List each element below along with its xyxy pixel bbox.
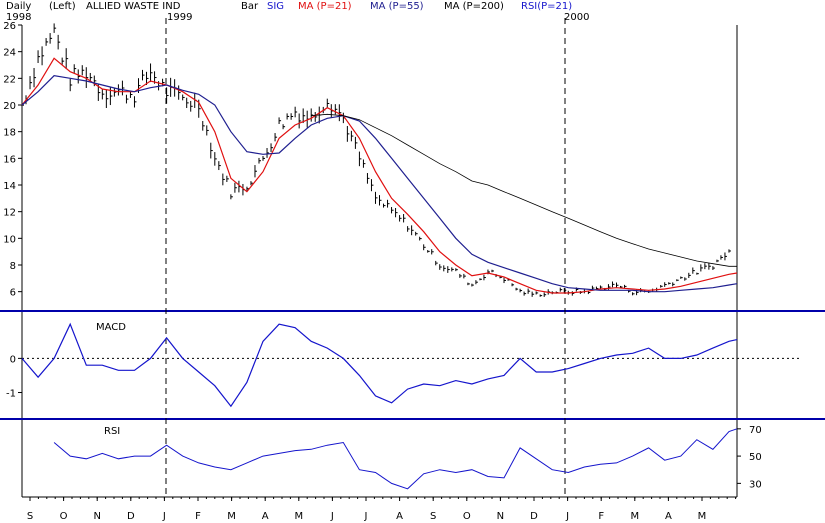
price-tick-label-26: 26 — [3, 21, 16, 32]
month-label: N — [497, 511, 504, 522]
month-label: J — [162, 511, 166, 522]
ma55-line — [21, 75, 738, 293]
price-tick-label-24: 24 — [3, 48, 16, 59]
month-label: M — [630, 511, 639, 522]
month-label: D — [530, 511, 538, 522]
month-label: A — [262, 511, 269, 522]
year-label-2000: 2000 — [564, 12, 590, 23]
header-rsi: RSI(P=21) — [521, 1, 573, 12]
month-label: A — [396, 511, 403, 522]
rsi-line — [53, 428, 738, 490]
price-tick-label-16: 16 — [3, 154, 16, 165]
price-tick-label-8: 8 — [10, 261, 16, 272]
month-label: A — [665, 511, 672, 522]
month-label: F — [195, 511, 201, 522]
header-period: Daily — [6, 1, 32, 12]
ma21-line — [21, 57, 738, 294]
macd-tick-label-0: 0 — [10, 354, 16, 365]
header-ma200: MA (P=200) — [444, 1, 504, 12]
price-tick-label-14: 14 — [3, 181, 16, 192]
month-label: J — [565, 511, 569, 522]
price-tick-label-18: 18 — [3, 128, 16, 139]
header-style: Bar — [241, 1, 259, 12]
rsi-tick-label-50: 50 — [749, 452, 762, 463]
header-ma21: MA (P=21) — [298, 1, 352, 12]
month-label: O — [60, 511, 68, 522]
month-label: S — [430, 511, 436, 522]
header-ticker: ALLIED WASTE IND — [86, 1, 181, 12]
month-label: S — [27, 511, 33, 522]
price-tick-label-6: 6 — [10, 288, 16, 299]
price-tick-label-10: 10 — [3, 234, 16, 245]
month-label: M — [698, 511, 707, 522]
price-tick-label-20: 20 — [3, 101, 16, 112]
rsi-tick-label-70: 70 — [749, 425, 762, 436]
month-label: J — [364, 511, 368, 522]
header-sig: SIG — [267, 1, 285, 12]
month-label: M — [294, 511, 303, 522]
macd-line — [21, 322, 738, 408]
ma200-line — [311, 113, 737, 267]
month-label: J — [330, 511, 334, 522]
month-label: F — [598, 511, 604, 522]
month-label: O — [463, 511, 471, 522]
rsi-tick-label-30: 30 — [749, 479, 762, 490]
year-label-1998: 1998 — [6, 12, 32, 23]
price-tick-label-22: 22 — [3, 74, 16, 85]
rsi-title: RSI — [104, 426, 120, 437]
macd-tick-label--1: -1 — [6, 389, 16, 400]
year-label-1999: 1999 — [167, 12, 193, 23]
macd-title: MACD — [96, 322, 126, 333]
month-label: M — [227, 511, 236, 522]
header-ma55: MA (P=55) — [370, 1, 424, 12]
month-label: N — [93, 511, 100, 522]
price-tick-label-12: 12 — [3, 208, 16, 219]
month-label: D — [127, 511, 135, 522]
header-axis-side: (Left) — [49, 1, 76, 12]
